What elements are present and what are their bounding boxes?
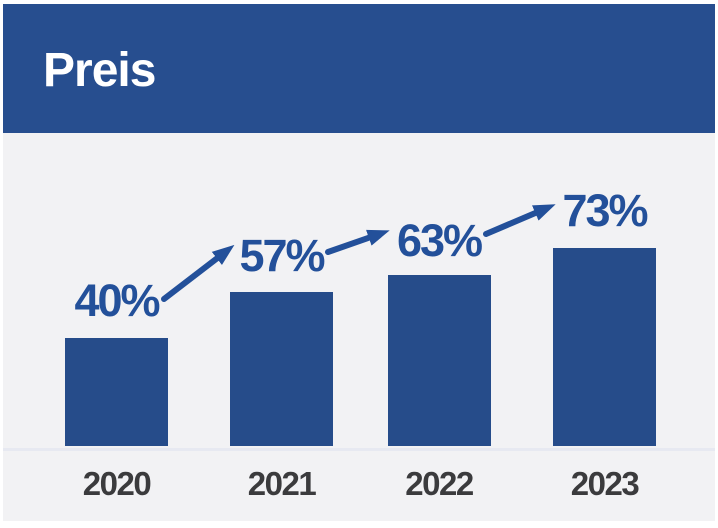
chart-title: Preis — [43, 44, 156, 97]
bar-2021 — [230, 292, 333, 446]
value-label-2020: 40% — [74, 275, 160, 326]
trend-arrows — [161, 204, 556, 302]
chart-panel: Preis 40% 2020 57% 2021 63% 2022 73% 2023 — [3, 4, 715, 521]
x-axis-line — [3, 448, 715, 451]
category-label-2023: 2023 — [570, 465, 640, 502]
category-label-2022: 2022 — [405, 465, 474, 502]
category-label-2020: 2020 — [82, 465, 152, 502]
bar-2020 — [65, 338, 168, 446]
value-label-2022: 63% — [396, 215, 483, 266]
bar-chart-plot: 40% 2020 57% 2021 63% 2022 73% 2023 — [3, 4, 715, 521]
bar-2022 — [387, 275, 491, 446]
value-label-2023: 73% — [562, 185, 648, 236]
increase-arrow-3 — [483, 204, 556, 237]
increase-arrow-2 — [325, 229, 390, 255]
title-banner: Preis — [3, 4, 715, 133]
increase-arrow-1 — [161, 244, 235, 302]
value-label-2021: 57% — [239, 230, 325, 281]
category-label-2021: 2021 — [247, 465, 317, 502]
bar-2023 — [553, 248, 656, 446]
